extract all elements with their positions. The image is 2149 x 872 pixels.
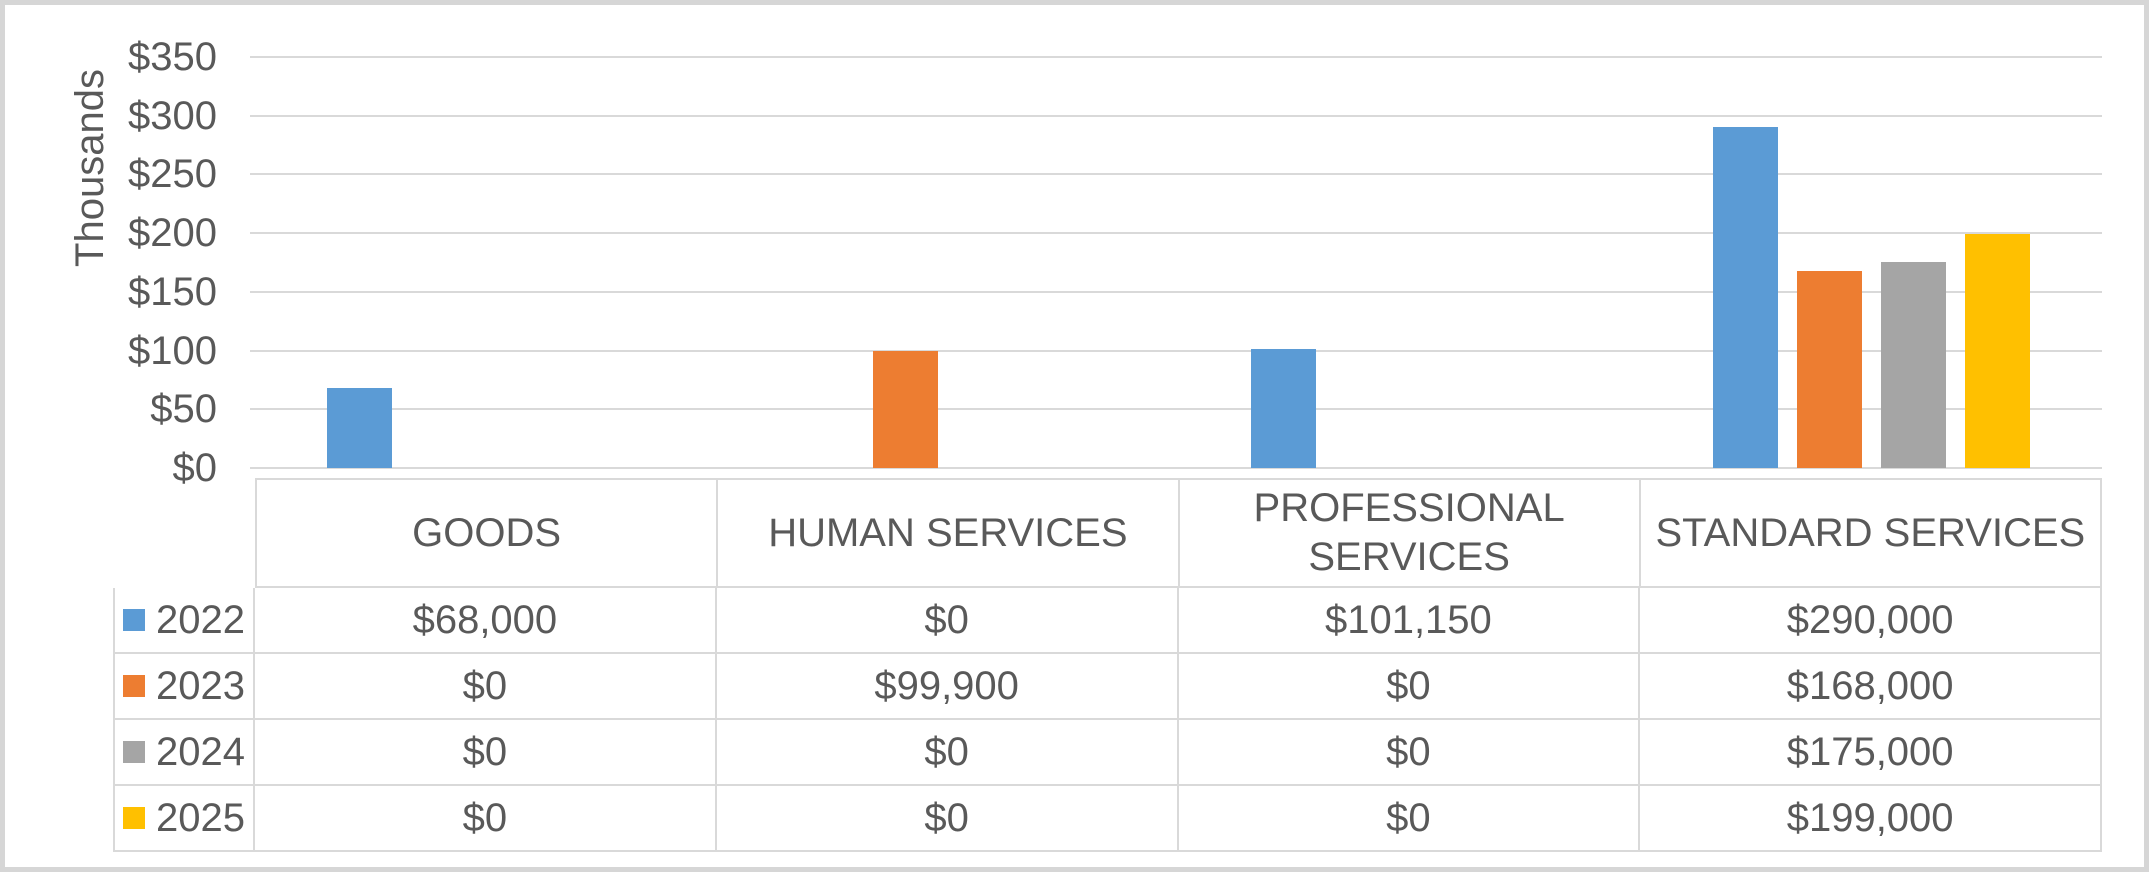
y-tick-label: $150: [128, 270, 217, 314]
gridline: [250, 232, 2102, 234]
category-header: STANDARD SERVICES: [1640, 478, 2102, 588]
gridline: [250, 291, 2102, 293]
legend-item-2022: 2022: [113, 588, 255, 654]
legend-key-icon: [123, 609, 145, 631]
table-value-cell: $101,150: [1178, 588, 1641, 654]
table-row: 2022 $68,000 $0 $101,150 $290,000: [113, 588, 2102, 654]
legend-item-2023: 2023: [113, 654, 255, 720]
table-value-cell: $0: [255, 654, 717, 720]
table-value-cell: $175,000: [1640, 720, 2102, 786]
table-value-cell: $290,000: [1640, 588, 2102, 654]
category-header-label: GOODS: [412, 510, 562, 555]
table-value-cell: $199,000: [1640, 786, 2102, 852]
y-tick-label: $0: [172, 446, 218, 490]
table-value-cell: $0: [1178, 654, 1641, 720]
y-tick-label: $50: [150, 387, 217, 431]
legend-key-icon: [123, 807, 145, 829]
table-row: 2025 $0 $0 $0 $199,000: [113, 786, 2102, 852]
table-value-cell: $68,000: [255, 588, 717, 654]
bar-2022-2: [1251, 349, 1316, 468]
series-name: 2023: [156, 663, 245, 708]
table-value-cell: $168,000: [1640, 654, 2102, 720]
legend-item-2024: 2024: [113, 720, 255, 786]
bar-2022-3: [1713, 127, 1778, 468]
table-header-row: GOODS HUMAN SERVICES PROFESSIONAL SERVICES…: [255, 478, 2102, 588]
category-header-label: PROFESSIONAL SERVICES: [1253, 486, 1565, 579]
series-name: 2022: [156, 597, 245, 642]
table-row: 2024 $0 $0 $0 $175,000: [113, 720, 2102, 786]
gridline: [250, 56, 2102, 58]
gridline: [250, 408, 2102, 410]
category-header-label: STANDARD SERVICES: [1655, 510, 2086, 555]
table-value-cell: $0: [716, 720, 1179, 786]
table-value-cell: $0: [255, 786, 717, 852]
series-name: 2025: [156, 795, 245, 840]
gridline: [250, 350, 2102, 352]
table-value-cell: $0: [1178, 786, 1641, 852]
y-tick-label: $200: [128, 211, 217, 255]
gridline: [250, 115, 2102, 117]
table-value-cell: $99,900: [716, 654, 1179, 720]
category-header: GOODS: [255, 478, 719, 588]
y-tick-label: $100: [128, 329, 217, 373]
legend-key-icon: [123, 741, 145, 763]
category-header: PROFESSIONAL SERVICES: [1179, 478, 1641, 588]
table-value-cell: $0: [1178, 720, 1641, 786]
bar-2024-3: [1881, 262, 1946, 468]
legend-key-icon: [123, 675, 145, 697]
table-value-cell: $0: [255, 720, 717, 786]
y-tick-label: $250: [128, 152, 217, 196]
bar-2025-3: [1965, 234, 2030, 468]
bar-2023-1: [873, 351, 938, 468]
series-name: 2024: [156, 729, 245, 774]
gridline: [250, 173, 2102, 175]
y-tick-label: $350: [128, 35, 217, 79]
table-row: 2023 $0 $99,900 $0 $168,000: [113, 654, 2102, 720]
bar-2023-3: [1797, 271, 1862, 468]
gridline: [250, 467, 2102, 469]
y-tick-label: $300: [128, 94, 217, 138]
category-header-label: HUMAN SERVICES: [768, 510, 1128, 555]
table-value-cell: $0: [716, 588, 1179, 654]
category-header: HUMAN SERVICES: [718, 478, 1180, 588]
legend-item-2025: 2025: [113, 786, 255, 852]
table-value-cell: $0: [716, 786, 1179, 852]
bar-2022-0: [327, 388, 392, 468]
